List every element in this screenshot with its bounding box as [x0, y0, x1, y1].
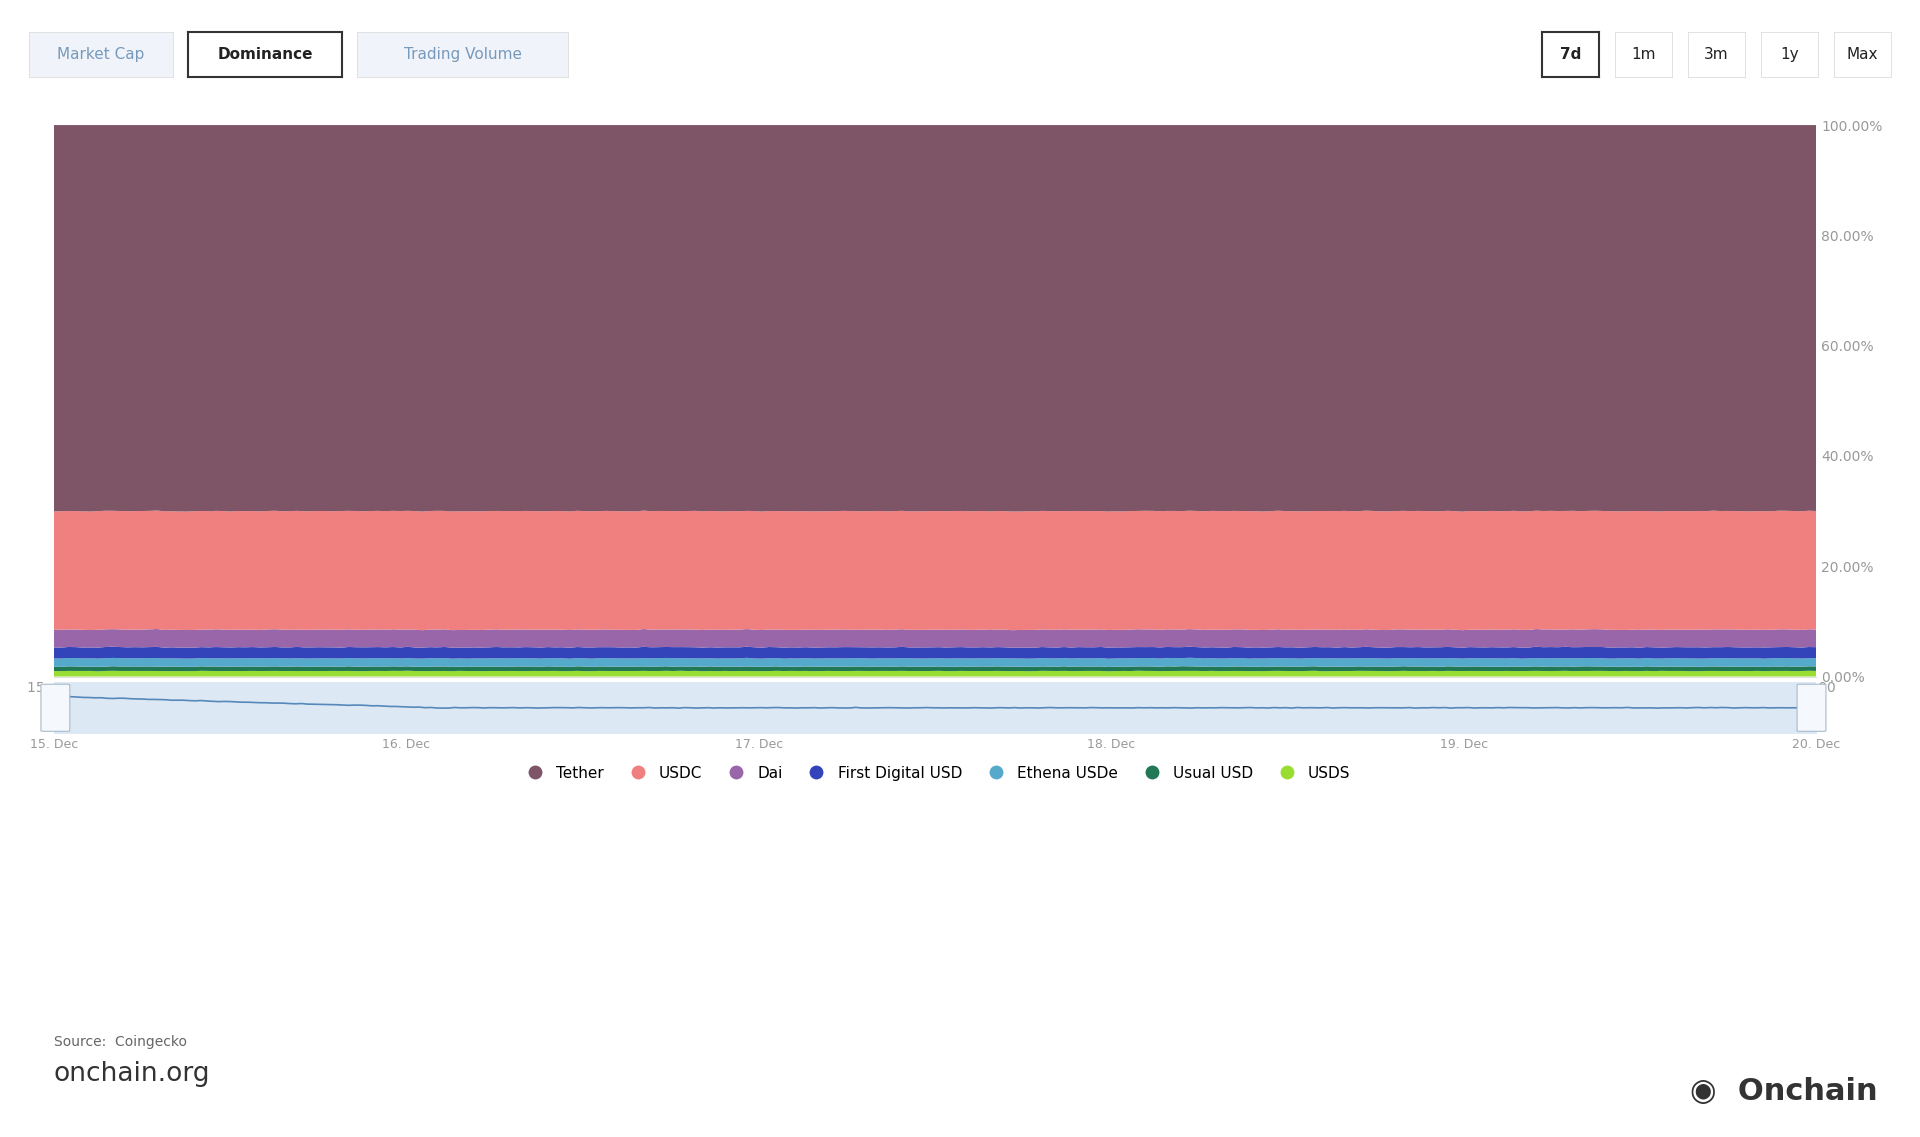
Text: 1m: 1m — [1632, 47, 1655, 63]
Text: Trading Volume: Trading Volume — [403, 47, 522, 63]
Text: onchain.org: onchain.org — [54, 1062, 211, 1087]
Legend: Tether, USDC, Dai, First Digital USD, Ethena USDe, Usual USD, USDS: Tether, USDC, Dai, First Digital USD, Et… — [513, 760, 1357, 787]
Text: Source:  Coingecko: Source: Coingecko — [54, 1035, 186, 1048]
Text: ◉  Onchain: ◉ Onchain — [1690, 1077, 1878, 1106]
FancyBboxPatch shape — [40, 684, 69, 731]
FancyBboxPatch shape — [1797, 684, 1826, 731]
Text: 1y: 1y — [1780, 47, 1799, 63]
Text: 3m: 3m — [1705, 47, 1728, 63]
Text: Dominance: Dominance — [217, 47, 313, 63]
Text: Max: Max — [1847, 47, 1878, 63]
Text: 7d: 7d — [1559, 47, 1582, 63]
Text: Market Cap: Market Cap — [58, 47, 144, 63]
